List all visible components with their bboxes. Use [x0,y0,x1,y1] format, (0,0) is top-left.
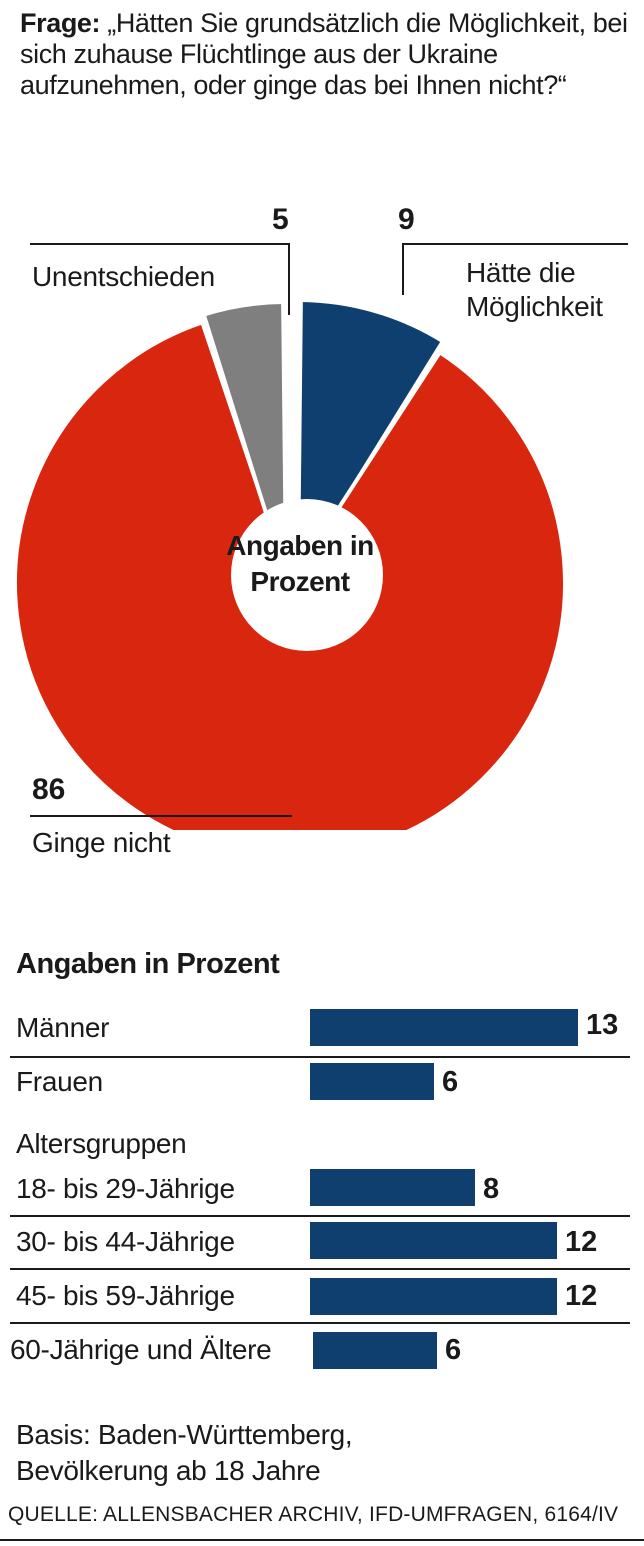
bar-60-plus [313,1332,437,1369]
question-body: „Hätten Sie grundsätzlich die Möglichkei… [20,8,628,100]
bar-chart-title: Angaben in Prozent [16,948,280,980]
basis-line-1: Basis: Baden-Württemberg, [16,1419,353,1450]
bar-value-60-plus: 6 [445,1334,462,1366]
basis-line-2: Bevölkerung ab 18 Jahre [16,1455,321,1486]
bar-value-maenner: 13 [586,1009,619,1041]
bar-label-30-44: 30- bis 44-Jährige [16,1226,235,1257]
pie-value-ginge-nicht: 86 [32,773,66,806]
bar-frauen [310,1063,434,1100]
leader-line-ginge-nicht [30,815,292,817]
question-text: Frage: „Hätten Sie grundsätzlich die Mög… [20,8,630,101]
bar-label-18-29: 18- bis 29-Jährige [16,1173,235,1204]
row-separator [10,1215,630,1217]
row-separator [10,1268,630,1270]
bar-value-frauen: 6 [442,1066,459,1098]
bar-maenner [310,1009,578,1046]
bar-value-30-44: 12 [565,1226,598,1258]
bar-30-44 [310,1222,557,1259]
leader-line-unentschieden [30,243,290,245]
row-separator [10,1056,630,1058]
pie-chart [13,297,567,830]
pie-value-unentschieden: 5 [272,203,289,236]
pie-slice-ginge-nicht [13,319,567,830]
leader-line-moeglichkeit-vertical [402,243,404,295]
pie-label-ginge-nicht: Ginge nicht [32,827,171,858]
source-line: QUELLE: ALLENSBACHER ARCHIV, IFD-UMFRAGE… [8,1503,619,1526]
pie-center-hole [231,499,383,651]
pie-label-unentschieden: Unentschieden [32,261,215,292]
row-separator [10,1322,630,1324]
leader-line-moeglichkeit [402,243,628,245]
bar-value-18-29: 8 [483,1173,500,1205]
pie-label-moeglichkeit: Hätte die Möglichkeit [466,257,603,322]
bar-label-frauen: Frauen [16,1066,103,1097]
bar-18-29 [310,1169,475,1206]
pie-center-label: Angaben in Prozent [226,530,374,597]
basis-note: Basis: Baden-Württemberg, Bevölkerung ab… [16,1417,353,1489]
bar-label-60-plus: 60-Jährige und Ältere [10,1334,272,1365]
leader-line-unentschieden-vertical [288,243,290,315]
pie-slice-unentschieden [201,299,288,578]
bar-label-45-59: 45- bis 59-Jährige [16,1280,235,1311]
bar-45-59 [310,1278,557,1315]
group-header-altersgruppen: Altersgruppen [16,1128,187,1159]
bottom-rule [0,1539,644,1541]
bar-label-maenner: Männer [16,1012,110,1043]
bar-value-45-59: 12 [565,1280,598,1312]
pie-value-moeglichkeit: 9 [398,203,415,236]
question-prefix: Frage: [20,8,101,38]
